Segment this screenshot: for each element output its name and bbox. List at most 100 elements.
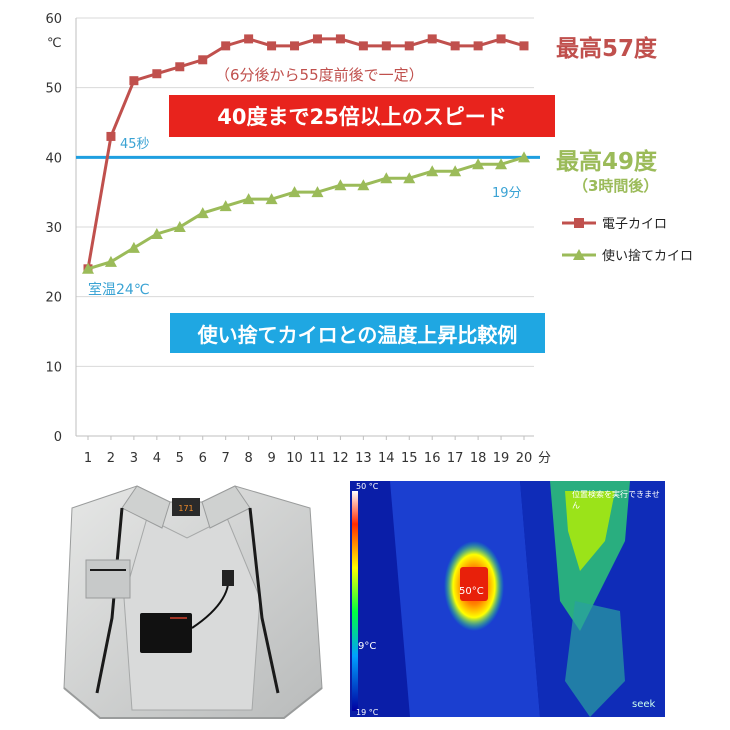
thermal-hot-label: 50°C xyxy=(459,586,484,597)
data-point-disposable xyxy=(219,200,232,212)
room-temp-label: 室温24℃ xyxy=(88,282,150,298)
x-tick-label: 16 xyxy=(424,451,441,466)
thermal-brand: seek xyxy=(632,699,656,710)
note-electric-label: （6分後から55度前後で一定） xyxy=(215,66,424,84)
comparison-banner: 使い捨てカイロとの温度上昇比較例 xyxy=(170,313,545,353)
data-point-electric xyxy=(381,41,391,51)
x-tick-label: 20 xyxy=(516,451,533,466)
data-point-disposable xyxy=(104,255,117,267)
x-tick-label: 2 xyxy=(107,451,115,466)
data-point-disposable xyxy=(150,227,163,239)
data-point-disposable xyxy=(403,172,416,184)
data-point-electric xyxy=(152,69,162,79)
data-point-disposable xyxy=(82,262,94,274)
thermal-camera-image: 50 °C 19 °C 50°C 9°C 位置検索を実行できません seek xyxy=(350,481,665,717)
label-45s: 45秒 xyxy=(120,137,150,152)
data-point-disposable xyxy=(380,172,393,184)
data-point-electric xyxy=(358,41,368,51)
y-tick-label: 40 xyxy=(45,151,62,166)
data-point-electric xyxy=(175,62,185,72)
x-axis-unit: 分 xyxy=(538,451,551,466)
y-tick-label: 50 xyxy=(45,82,62,97)
data-point-electric xyxy=(106,131,116,141)
data-point-electric xyxy=(129,76,139,86)
data-point-disposable xyxy=(311,186,324,198)
data-point-disposable xyxy=(173,221,186,232)
data-point-disposable xyxy=(265,193,278,205)
data-point-electric xyxy=(312,34,322,44)
x-tick-label: 4 xyxy=(153,451,161,466)
data-point-disposable xyxy=(518,151,530,163)
data-point-electric xyxy=(198,55,208,65)
x-tick-label: 6 xyxy=(199,451,207,466)
data-point-disposable xyxy=(127,241,140,253)
note-disposable-label: （3時間後） xyxy=(573,177,659,195)
y-tick-label: 20 xyxy=(45,291,62,306)
data-point-electric xyxy=(496,34,506,44)
data-point-electric xyxy=(221,41,231,51)
data-point-disposable xyxy=(357,179,370,191)
thermal-status: 位置検索を実行できません xyxy=(572,490,660,510)
x-tick-label: 3 xyxy=(130,451,138,466)
vest-photo: 171 xyxy=(63,485,323,719)
max-electric-label: 最高57度 xyxy=(556,36,658,62)
thermal-graphic xyxy=(350,481,665,717)
vest-lining xyxy=(123,517,261,711)
x-tick-label: 10 xyxy=(286,451,303,466)
x-tick-label: 14 xyxy=(378,451,395,466)
data-point-electric xyxy=(335,34,345,44)
x-tick-label: 11 xyxy=(309,451,326,466)
x-tick-label: 13 xyxy=(355,451,372,466)
thermal-scale-bottom: 19 °C xyxy=(356,708,379,717)
data-point-disposable xyxy=(334,179,347,191)
legend-disposable: 使い捨てカイロ xyxy=(562,245,693,264)
y-tick-label: 60 xyxy=(45,12,62,27)
data-point-electric xyxy=(267,41,277,51)
data-point-disposable xyxy=(242,193,255,205)
x-tick-label: 5 xyxy=(176,451,184,466)
x-tick-label: 15 xyxy=(401,451,418,466)
series-line-1 xyxy=(87,155,525,271)
chart-series xyxy=(82,34,530,274)
chart-axes xyxy=(75,18,534,440)
data-point-disposable xyxy=(495,158,508,170)
label-19min: 19分 xyxy=(492,186,522,201)
data-point-disposable xyxy=(426,165,439,177)
x-tick-label: 18 xyxy=(470,451,487,466)
y-axis-unit: ℃ xyxy=(47,36,62,51)
x-tick-label: 12 xyxy=(332,451,349,466)
y-tick-label: 10 xyxy=(45,360,62,375)
legend-disposable-swatch xyxy=(562,248,596,260)
thermal-scale-top: 50 °C xyxy=(356,482,379,491)
heater-pad xyxy=(140,613,192,653)
legend-electric-label: 電子カイロ xyxy=(602,217,668,232)
thermal-cold-label: 9°C xyxy=(358,641,377,652)
x-tick-label: 8 xyxy=(244,451,252,466)
data-point-disposable xyxy=(288,186,301,198)
data-point-disposable xyxy=(196,207,209,219)
data-point-electric xyxy=(450,41,460,51)
legend-disposable-label: 使い捨てカイロ xyxy=(602,249,694,264)
x-tick-label: 17 xyxy=(447,451,464,466)
data-point-electric xyxy=(244,34,254,44)
data-point-electric xyxy=(473,41,483,51)
data-point-disposable xyxy=(449,165,462,177)
data-point-electric xyxy=(519,41,529,51)
x-tick-label: 7 xyxy=(222,451,230,466)
data-point-electric xyxy=(404,41,414,51)
legend-electric-swatch xyxy=(562,217,596,228)
data-point-electric xyxy=(427,34,437,44)
speed-banner: 40度まで25倍以上のスピード xyxy=(169,95,555,137)
legend-electric: 電子カイロ xyxy=(562,213,667,232)
y-tick-label: 0 xyxy=(54,430,62,445)
y-tick-label: 30 xyxy=(45,221,62,236)
x-tick-label: 19 xyxy=(493,451,510,466)
x-tick-label: 9 xyxy=(267,451,275,466)
vest-tag: 171 xyxy=(178,504,193,513)
data-point-electric xyxy=(290,41,300,51)
max-disposable-label: 最高49度 xyxy=(556,149,658,175)
data-point-disposable xyxy=(472,158,485,170)
x-tick-label: 1 xyxy=(84,451,92,466)
